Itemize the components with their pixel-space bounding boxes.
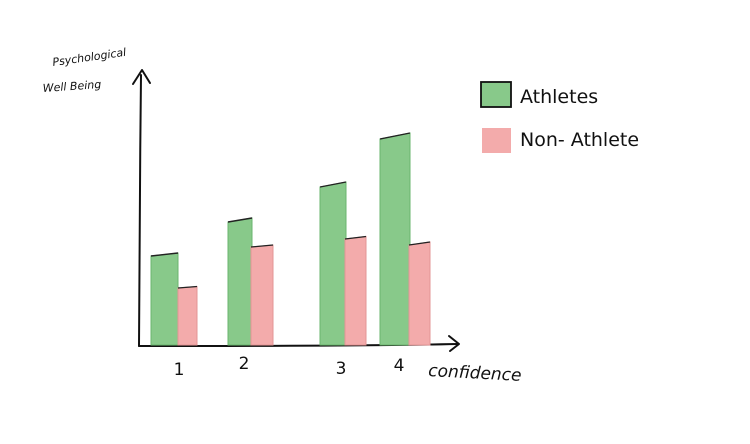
y-axis <box>138 74 142 347</box>
x-tick-label-4: 4 <box>394 356 405 376</box>
y-axis-label-line-2: Well Being <box>42 78 101 95</box>
bar-outline-non-athletes-1 <box>177 285 198 289</box>
y-axis-label-line-1: Psychological <box>52 46 127 69</box>
bar-outline-athletes-2 <box>227 217 253 223</box>
bar-athletes-4 <box>379 132 411 346</box>
x-tick-label-3: 3 <box>336 359 347 379</box>
legend-swatch-athletes <box>480 81 512 108</box>
bar-athletes-2 <box>227 217 253 346</box>
legend-label-non-athletes: Non- Athlete <box>520 129 639 151</box>
bar-outline-non-athletes-3 <box>344 235 367 240</box>
bar-athletes-3 <box>319 181 347 346</box>
x-tick-label-2: 2 <box>239 354 250 374</box>
legend: Athletes Non- Athlete <box>480 81 639 153</box>
legend-label-athletes: Athletes <box>520 86 598 108</box>
x-tick-label-1: 1 <box>174 360 185 380</box>
bar-outline-non-athletes-2 <box>250 244 274 248</box>
bar-athletes-1 <box>150 252 179 346</box>
y-axis-arrow <box>132 69 151 85</box>
x-axis-arrow <box>448 335 460 352</box>
bar-outline-athletes-4 <box>379 132 411 140</box>
bar-outline-athletes-3 <box>319 181 347 188</box>
bar-outline-athletes-1 <box>150 252 179 257</box>
bar-non-athletes-4 <box>408 241 431 346</box>
bar-outline-non-athletes-4 <box>408 241 431 246</box>
bar-non-athletes-2 <box>250 244 274 346</box>
bar-non-athletes-1 <box>177 285 198 346</box>
bars <box>150 132 431 346</box>
x-axis-label: confidence <box>428 361 522 386</box>
bar-non-athletes-3 <box>344 235 367 346</box>
legend-swatch-non-athletes <box>482 128 511 153</box>
